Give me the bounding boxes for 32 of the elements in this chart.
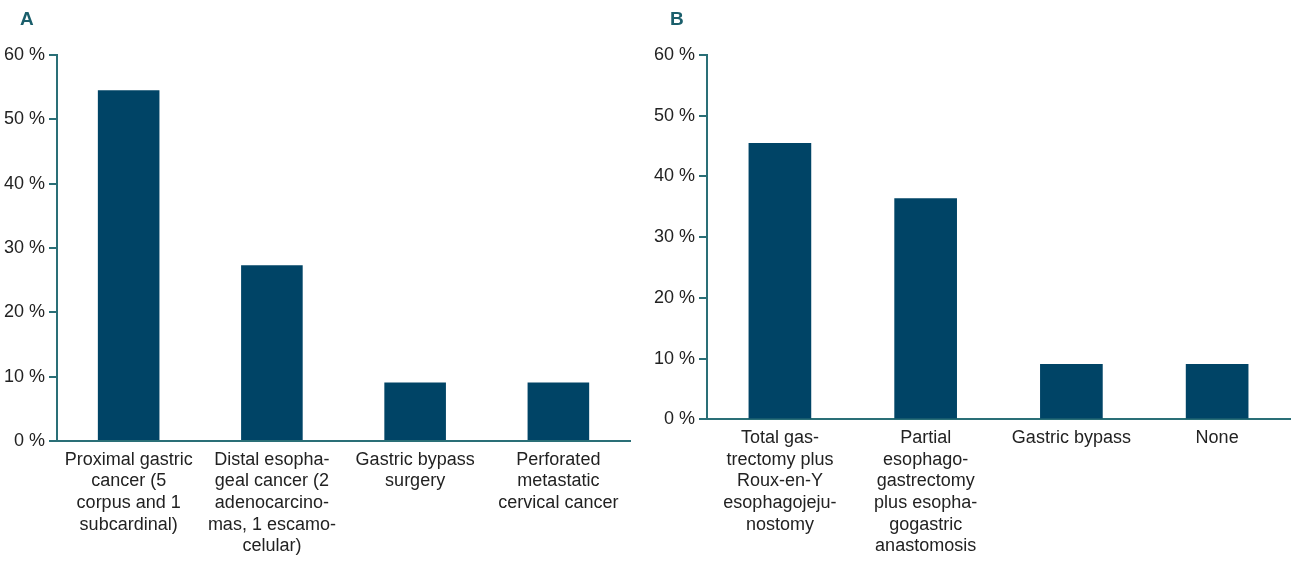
bar [241, 265, 303, 440]
y-tick-label: 0 % [14, 429, 46, 450]
y-tick-label: 40 % [654, 165, 696, 186]
chart-title: A [20, 8, 34, 30]
y-tick-label: 60 % [654, 43, 696, 64]
y-tick-label: 10 % [4, 365, 46, 386]
y-tick-label: 60 % [4, 43, 46, 64]
y-tick-label: 30 % [654, 226, 696, 247]
y-tick-label: 20 % [654, 286, 696, 307]
bar [97, 90, 160, 440]
x-tick-label: None [1195, 427, 1239, 448]
bar [748, 142, 812, 419]
bar [384, 382, 446, 440]
x-tick-label: Partial esophago- gastrectomy plus esopha- gogastric anastomosis [874, 427, 978, 556]
y-tick-label: 0 % [664, 408, 696, 429]
y-tick-label: 20 % [4, 301, 46, 322]
x-tick-label: Proximal gastric cancer (5 corpus and 1 subcardinal) [64, 448, 193, 534]
y-tick-label: 40 % [4, 172, 46, 193]
x-tick-label: Total gas- trectomy plus Roux-en-Y esophagojeju- nostomy [723, 427, 837, 534]
y-tick-label: 50 % [4, 108, 46, 129]
bar [527, 382, 590, 440]
chart-title: B [670, 8, 684, 30]
bar [894, 198, 957, 419]
y-tick-label: 50 % [654, 104, 696, 125]
x-tick-label: Perforated metastatic cervical cancer [498, 448, 619, 512]
y-tick-label: 10 % [654, 347, 696, 368]
y-tick-label: 30 % [4, 236, 46, 257]
bar [1040, 364, 1103, 419]
x-tick-label: Distal esopha- geal cancer (2 adenocarcino- mas, 1 escamo- celular) [207, 448, 336, 556]
x-tick-label: Gastric bypass [1011, 427, 1131, 448]
x-tick-label: Gastric bypass surgery [355, 448, 475, 491]
bar [1185, 364, 1249, 419]
